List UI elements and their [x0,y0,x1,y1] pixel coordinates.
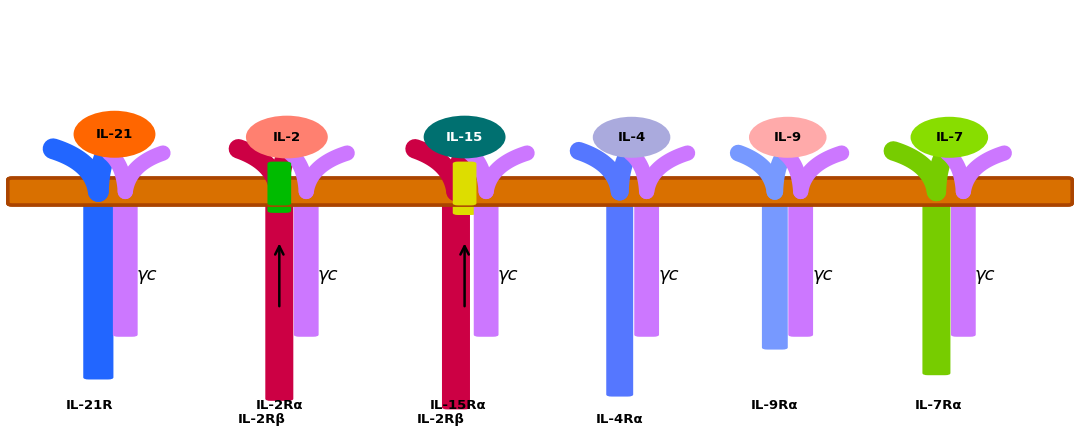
Text: IL-21: IL-21 [96,128,133,141]
Text: IL-15Rα: IL-15Rα [430,399,486,412]
FancyBboxPatch shape [788,189,813,337]
Text: IL-15: IL-15 [446,131,483,144]
FancyBboxPatch shape [266,189,294,401]
Text: γc: γc [974,266,995,284]
Ellipse shape [750,117,826,158]
Text: IL-4Rα: IL-4Rα [596,413,644,426]
FancyBboxPatch shape [294,189,319,337]
Ellipse shape [73,111,156,158]
Ellipse shape [246,116,328,158]
FancyBboxPatch shape [951,189,975,337]
Ellipse shape [910,117,988,158]
Text: IL-4: IL-4 [618,131,646,144]
Text: γc: γc [318,266,338,284]
FancyBboxPatch shape [268,162,292,206]
Ellipse shape [423,116,505,158]
FancyBboxPatch shape [8,178,1072,205]
FancyBboxPatch shape [606,189,633,396]
Text: γc: γc [498,266,518,284]
FancyBboxPatch shape [113,189,137,337]
FancyBboxPatch shape [453,162,476,206]
Text: IL-7Rα: IL-7Rα [915,399,962,412]
FancyBboxPatch shape [761,189,787,350]
FancyBboxPatch shape [453,162,476,215]
Ellipse shape [593,117,671,158]
FancyBboxPatch shape [442,189,470,409]
Text: γc: γc [136,266,157,284]
Text: IL-2Rα: IL-2Rα [256,399,303,412]
FancyBboxPatch shape [634,189,659,337]
FancyBboxPatch shape [83,189,113,380]
Text: IL-2: IL-2 [273,131,301,144]
Text: IL-9: IL-9 [773,131,801,144]
Text: IL-21R: IL-21R [66,399,113,412]
FancyBboxPatch shape [268,162,292,213]
FancyBboxPatch shape [474,189,499,337]
Text: IL-2Rβ: IL-2Rβ [238,413,286,426]
Text: γc: γc [813,266,834,284]
Text: γc: γc [659,266,679,284]
FancyBboxPatch shape [922,189,950,375]
Text: IL-9Rα: IL-9Rα [751,399,798,412]
Text: IL-7: IL-7 [935,131,963,144]
FancyBboxPatch shape [8,178,1072,205]
Text: IL-2Rβ: IL-2Rβ [417,413,464,426]
